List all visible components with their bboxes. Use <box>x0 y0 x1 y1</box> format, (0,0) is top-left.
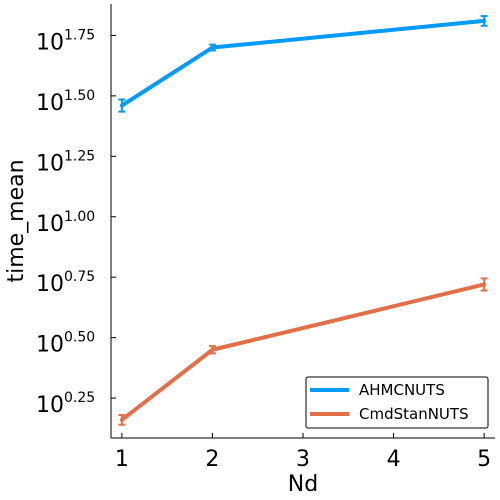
y-tick-label: 101.50 <box>36 88 95 116</box>
y-tick-label: 100.25 <box>36 390 95 418</box>
y-tick-label: 100.75 <box>36 269 95 297</box>
legend-label: AHMCNUTS <box>359 381 445 399</box>
x-tick-label: 4 <box>387 447 401 472</box>
y-axis-ticks: 100.25 100.50 100.75 101.00 101.25 101.50 101.… <box>36 27 116 418</box>
x-axis-label: Nd <box>288 472 318 497</box>
plot-frame <box>110 4 495 439</box>
x-tick-label: 1 <box>115 447 129 472</box>
x-tick-label: 2 <box>205 447 219 472</box>
y-tick-label: 101.00 <box>36 209 95 237</box>
series-layer <box>118 15 488 426</box>
legend-box <box>305 376 489 429</box>
legend: AHMCNUTS CmdStanNUTS <box>305 376 489 429</box>
legend-label: CmdStanNUTS <box>359 405 469 423</box>
y-tick-label: 100.50 <box>36 330 95 358</box>
y-axis-label: time_mean <box>4 159 29 282</box>
series-cmdstannuts <box>118 277 488 426</box>
legend-item: AHMCNUTS <box>310 381 445 399</box>
y-tick-label: 101.25 <box>36 148 95 176</box>
x-tick-label: 5 <box>477 447 491 472</box>
y-tick-label: 101.75 <box>36 27 95 55</box>
x-axis-ticks: 1 2 3 4 5 <box>115 433 491 472</box>
legend-item: CmdStanNUTS <box>310 405 469 423</box>
series-line <box>119 18 487 108</box>
x-tick-label: 3 <box>296 447 310 472</box>
series-ahmcnuts <box>118 15 488 113</box>
